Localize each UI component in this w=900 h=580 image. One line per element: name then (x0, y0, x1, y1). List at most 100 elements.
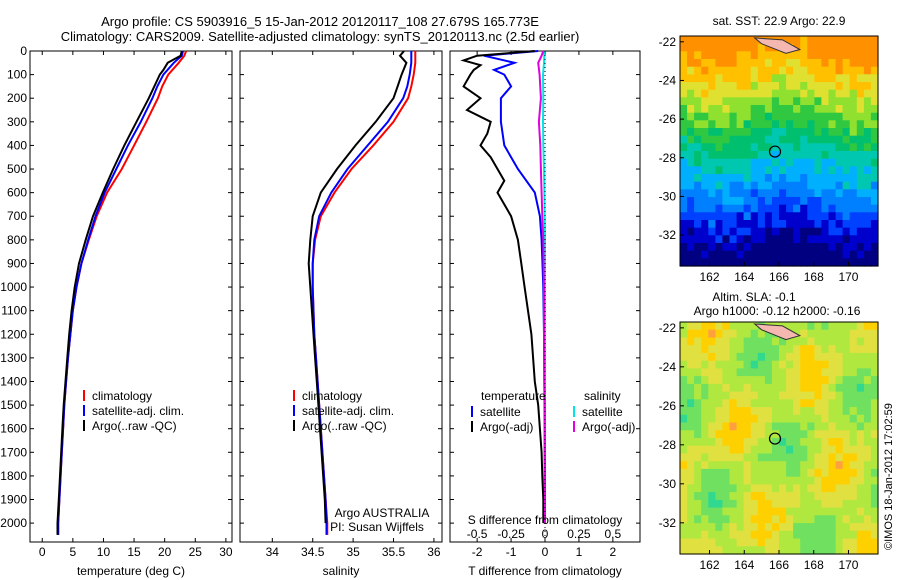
map-x-tick-label: 164 (734, 270, 754, 284)
map-cell-sst-map (835, 243, 844, 252)
map-cell-sla-map (694, 515, 702, 524)
map-cell-sst-map (736, 82, 745, 91)
map-cell-sst-map (842, 212, 851, 221)
map-cell-sst-map (828, 174, 837, 183)
map-cell-sst-map (814, 43, 823, 52)
map-cell-sst-map (729, 250, 738, 259)
map-cell-sla-map (786, 476, 794, 485)
map-cell-sla-map (807, 499, 815, 509)
map-cell-sst-map (701, 105, 709, 114)
map-cell-sla-map (849, 430, 858, 439)
map-cell-sla-map (750, 484, 759, 493)
map-cell-sla-map (863, 507, 872, 516)
map-cell-sst-map (842, 151, 851, 160)
map-cell-sla-map (842, 376, 851, 385)
map-cell-sst-map (708, 243, 716, 252)
map-cell-sst-map (870, 74, 879, 83)
map-cell-sla-map (814, 329, 823, 338)
map-cell-sla-map (779, 438, 787, 447)
map-cell-sst-map (849, 181, 858, 190)
legend-label: satellite-adj. clim. (92, 404, 184, 418)
map-cell-sst-map (849, 158, 858, 167)
map-cell-sla-map (771, 368, 780, 377)
map-cell-sla-map (701, 461, 709, 470)
map-cell-sla-map (708, 546, 716, 555)
map-cell-sst-map (764, 51, 773, 60)
map-cell-sst-map (750, 212, 759, 221)
map-cell-sst-map (842, 174, 851, 183)
map-cell-sst-map (687, 250, 695, 259)
map-cell-sla-map (821, 530, 830, 540)
map-cell-sst-map (779, 66, 787, 75)
map-cell-sst-map (736, 112, 745, 121)
map-cell-sst-map (764, 97, 773, 106)
map-cell-sst-map (722, 59, 731, 68)
map-cell-sla-map (870, 523, 879, 532)
map-cell-sst-map (694, 135, 702, 144)
map-cell-sst-map (800, 43, 808, 52)
map-cell-sst-map (842, 235, 851, 244)
map-cell-sla-map (800, 360, 808, 369)
map-cell-sla-map (722, 453, 731, 462)
map-cell-sst-map (842, 204, 851, 213)
map-cell-sla-map (828, 337, 837, 346)
map-cell-sla-map (680, 468, 688, 478)
map-cell-sst-map (800, 151, 808, 160)
map-cell-sla-map (680, 376, 688, 385)
map-cell-sla-map (743, 345, 752, 354)
map-cell-sst-map (687, 74, 695, 83)
map-cell-sst-map (757, 235, 766, 244)
map-cell-sst-map (729, 151, 738, 160)
map-cell-sla-map (849, 407, 858, 416)
map-cell-sst-map (835, 82, 844, 91)
map-cell-sla-map (863, 499, 872, 509)
map-cell-sst-map (680, 227, 688, 236)
map-cell-sst-map (821, 128, 830, 137)
map-cell-sst-map (736, 97, 745, 106)
map-cell-sst-map (842, 227, 851, 236)
map-cell-sla-map (814, 383, 823, 393)
map-cell-sla-map (779, 492, 787, 501)
map-cell-sla-map (793, 546, 801, 555)
map-cell-sla-map (807, 530, 815, 540)
map-cell-sla-map (863, 453, 872, 462)
map-cell-sla-map (743, 376, 752, 385)
map-cell-sla-map (842, 546, 851, 555)
map-cell-sst-map (828, 135, 837, 144)
map-cell-sst-map (771, 82, 780, 91)
map-cell-sst-map (793, 197, 801, 206)
map-cell-sst-map (856, 82, 865, 91)
map-cell-sla-map (743, 407, 752, 416)
map-cell-sla-map (821, 468, 830, 478)
map-cell-sst-map (807, 59, 815, 68)
map-cell-sst-map (807, 235, 815, 244)
map-cell-sst-map (779, 74, 787, 83)
map-cell-sst-map (701, 158, 709, 167)
map-cell-sla-map (849, 438, 858, 447)
map-cell-sst-map (687, 120, 695, 129)
map-cell-sst-map (729, 89, 738, 98)
map-cell-sst-map (849, 51, 858, 60)
map-x-tick-label: 162 (700, 558, 720, 572)
map-cell-sla-map (715, 468, 724, 478)
map-cell-sst-map (757, 105, 766, 114)
map-cell-sla-map (715, 399, 724, 408)
map-cell-sla-map (771, 345, 780, 354)
x-tick-label: 10 (97, 545, 111, 559)
map-cell-sla-map (729, 438, 738, 447)
map-cell-sla-map (764, 461, 773, 470)
map-cell-sst-map (708, 181, 716, 190)
map-cell-sla-map (786, 492, 794, 501)
map-cell-sst-map (750, 250, 759, 259)
map-cell-sla-map (771, 468, 780, 478)
map-cell-sla-map (814, 407, 823, 416)
map-cell-sst-map (771, 151, 780, 160)
map-cell-sla-map (856, 468, 865, 478)
map-y-tick-label: -22 (659, 35, 677, 49)
map-cell-sla-map (793, 414, 801, 424)
map-cell-sst-map (814, 82, 823, 91)
map-cell-sst-map (715, 135, 724, 144)
map-cell-sla-map (764, 352, 773, 362)
map-cell-sst-map (863, 89, 872, 98)
map-cell-sla-map (701, 414, 709, 424)
